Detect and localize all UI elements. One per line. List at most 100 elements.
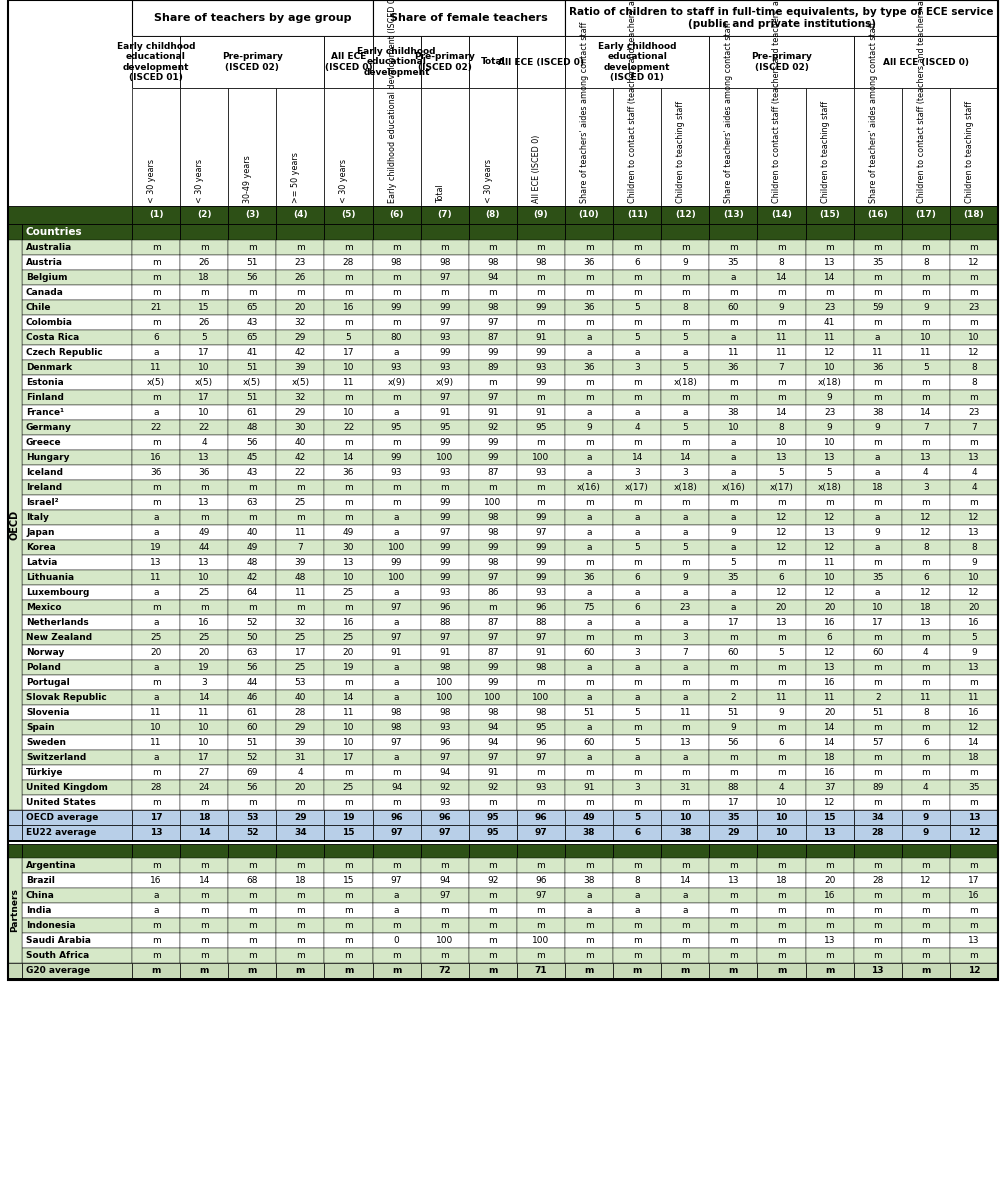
Text: m: m (392, 393, 401, 402)
Bar (132, 450, 180, 465)
Text: m: m (488, 798, 497, 807)
Text: Switzerland: Switzerland (26, 753, 86, 762)
Text: 20: 20 (824, 707, 835, 717)
Text: 14: 14 (198, 829, 210, 837)
Text: 14: 14 (776, 273, 787, 283)
Bar (324, 375, 373, 391)
Text: a: a (586, 753, 592, 762)
Text: m: m (152, 273, 160, 283)
Bar (661, 888, 709, 903)
Text: 6: 6 (779, 738, 784, 747)
Text: 20: 20 (150, 648, 162, 656)
Text: 36: 36 (583, 363, 595, 372)
Bar (806, 285, 854, 300)
Bar (373, 434, 421, 450)
Bar (373, 330, 421, 345)
Text: 99: 99 (535, 542, 547, 552)
Bar (854, 345, 902, 360)
Text: 100: 100 (436, 678, 453, 687)
Text: m: m (729, 966, 738, 975)
Text: m: m (970, 243, 978, 252)
Bar (854, 224, 902, 240)
Bar (228, 330, 276, 345)
Text: 98: 98 (487, 513, 499, 522)
Text: 56: 56 (247, 783, 258, 792)
Bar (565, 764, 613, 780)
Text: 23: 23 (824, 408, 835, 417)
Bar (806, 645, 854, 660)
Bar (854, 480, 902, 495)
Text: 51: 51 (247, 393, 258, 402)
Bar (276, 690, 324, 705)
Bar (324, 330, 373, 345)
Bar (180, 495, 228, 510)
Bar (613, 810, 661, 825)
Bar (613, 872, 661, 888)
Text: 19: 19 (198, 664, 210, 672)
Text: a: a (153, 618, 159, 627)
Bar (806, 300, 854, 315)
Text: 6: 6 (634, 573, 640, 582)
Bar (902, 599, 950, 615)
Text: m: m (152, 921, 160, 929)
Text: 12: 12 (968, 258, 980, 267)
Text: 3: 3 (634, 648, 640, 656)
Text: 18: 18 (968, 753, 980, 762)
Text: a: a (586, 906, 592, 915)
Bar (228, 525, 276, 540)
Bar (806, 88, 854, 207)
Bar (757, 872, 806, 888)
Bar (709, 810, 757, 825)
Bar (709, 495, 757, 510)
Bar (613, 480, 661, 495)
Bar (276, 585, 324, 599)
Text: United Kingdom: United Kingdom (26, 783, 108, 792)
Bar (757, 465, 806, 480)
Bar (854, 240, 902, 255)
Text: m: m (392, 798, 401, 807)
Text: (18): (18) (964, 210, 984, 220)
Bar (661, 933, 709, 948)
Text: m: m (681, 438, 690, 447)
Bar (806, 330, 854, 345)
Text: 12: 12 (968, 588, 980, 597)
Bar (757, 918, 806, 933)
Text: 16: 16 (150, 876, 162, 886)
Text: 71: 71 (535, 966, 547, 975)
Text: m: m (392, 243, 401, 252)
Bar (854, 690, 902, 705)
Text: m: m (440, 483, 449, 491)
Bar (228, 405, 276, 420)
Text: 6: 6 (923, 573, 929, 582)
Bar (565, 660, 613, 675)
Bar (854, 660, 902, 675)
Bar (421, 495, 469, 510)
Bar (421, 525, 469, 540)
Text: a: a (875, 453, 880, 462)
Bar (757, 615, 806, 630)
Bar (950, 630, 998, 645)
Text: a: a (683, 693, 688, 702)
Bar (517, 495, 565, 510)
Text: m: m (440, 906, 449, 915)
Bar (806, 585, 854, 599)
Bar (950, 750, 998, 764)
Text: m: m (537, 861, 545, 870)
Bar (709, 405, 757, 420)
Bar (902, 450, 950, 465)
Text: a: a (394, 753, 399, 762)
Bar (517, 721, 565, 735)
Text: 11: 11 (295, 588, 306, 597)
Bar (517, 88, 565, 207)
Text: Türkiye: Türkiye (26, 768, 64, 777)
Text: a: a (731, 438, 736, 447)
Bar (132, 207, 180, 224)
Text: 9: 9 (971, 648, 977, 656)
Bar (757, 88, 806, 207)
Text: Colombia: Colombia (26, 318, 73, 326)
Text: (2): (2) (197, 210, 211, 220)
Bar (22, 750, 132, 764)
Bar (565, 525, 613, 540)
Bar (132, 315, 180, 330)
Text: m: m (585, 921, 593, 929)
